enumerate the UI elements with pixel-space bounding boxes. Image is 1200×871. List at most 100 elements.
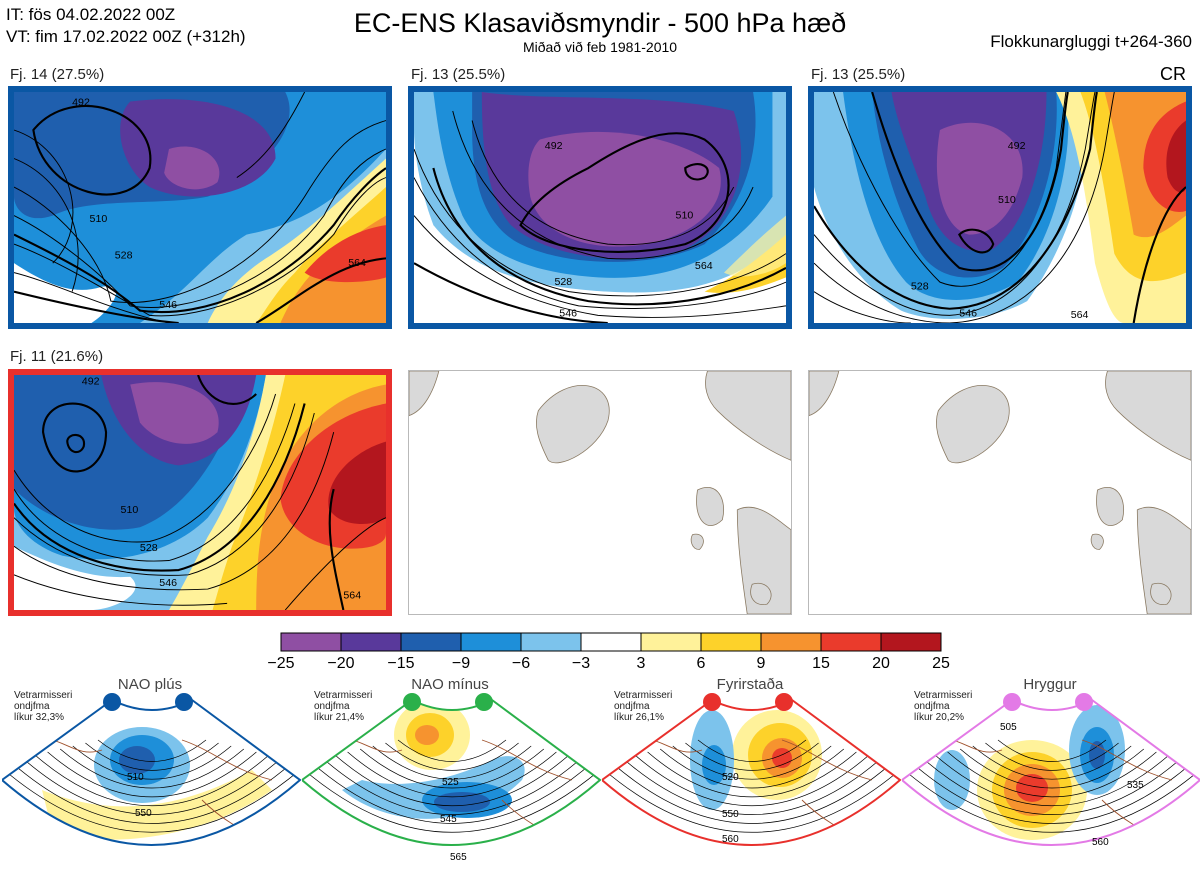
regime-marker (403, 693, 421, 711)
regime-contour-label: 550 (135, 808, 152, 819)
regime-probability: líkur 26,1% (614, 712, 665, 723)
regime-probability: líkur 20,2% (914, 712, 965, 723)
colorbar-label: −6 (511, 655, 531, 672)
colorbar-label: 15 (812, 655, 830, 672)
cluster-map-3: 492 510 528 546 564 (808, 86, 1192, 329)
regime-info: Vetrarmisseri ondjfma líkur 21,4% (314, 690, 372, 723)
regime-probability: líkur 32,3% (14, 712, 65, 723)
contour-label: 510 (676, 210, 694, 222)
contour-label: 528 (554, 276, 572, 288)
regime-name: NAO plús (117, 676, 183, 693)
colorbar-label: 6 (696, 655, 706, 672)
contour-label: 564 (348, 257, 366, 269)
regime-contour-label: 560 (1092, 837, 1109, 848)
regime-contour-label: 565 (450, 852, 467, 863)
regime-probability: líkur 21,4% (314, 712, 365, 723)
colorbar-label: 25 (932, 655, 950, 672)
colorbar-cell (340, 632, 402, 652)
regime-info: Vetrarmisseri ondjfma líkur 20,2% (914, 690, 972, 723)
classification-window: Flokkunargluggi t+264-360 (990, 32, 1192, 51)
header-info: IT: fös 04.02.2022 00Z VT: fim 17.02.202… (6, 4, 246, 48)
regime-sector-1: 510 550 (2, 680, 302, 870)
colorbar-label: 3 (636, 655, 646, 672)
regime-sector-2: 525 545 565 (302, 680, 602, 870)
contour-label: 564 (1071, 309, 1089, 321)
regime-sector-svg: 520 550 560 (602, 693, 902, 846)
contour-label: 492 (72, 96, 90, 108)
contour-label: 510 (121, 504, 139, 516)
colorbar-cell (580, 632, 642, 652)
cluster-map-1-svg: 492 510 528 546 564 (14, 92, 386, 323)
contour-label: 492 (545, 140, 563, 152)
contour-label: 528 (140, 542, 158, 554)
colorbar-cell (880, 632, 942, 652)
regime-season: Vetrarmisseri (14, 690, 73, 701)
contour-label: 546 (959, 307, 977, 319)
regime-name: Hryggur (1023, 676, 1077, 693)
corner-code: CR (1160, 64, 1186, 84)
contour-label: 528 (115, 249, 133, 261)
init-time: IT: fös 04.02.2022 00Z (6, 5, 176, 24)
colorbar-label: −3 (571, 655, 591, 672)
contour-label: 546 (159, 577, 177, 589)
colorbar-label: −9 (451, 655, 471, 672)
regime-sector-4: 505 535 560 (902, 680, 1200, 870)
page-subtitle: Miðað við feb 1981-2010 (522, 39, 678, 55)
colorbar-svg (280, 632, 942, 652)
cluster-map-3-svg: 492 510 528 546 564 (814, 92, 1186, 323)
regime-info: Vetrarmisseri ondjfma líkur 26,1% (614, 690, 672, 723)
cluster-map-2: 492 510 528 546 564 (408, 86, 792, 329)
regime-contour-label: 510 (127, 772, 144, 783)
contour-label: 492 (82, 376, 100, 388)
contour-label: 546 (159, 299, 177, 311)
colorbar-label: −15 (387, 655, 415, 672)
panel-3-label: Fj. 13 (25.5%) (811, 66, 906, 83)
panel-4-label: Fj. 11 (21.6%) (10, 348, 104, 365)
colorbar-cell (460, 632, 522, 652)
regime-contour-label: 560 (722, 834, 739, 845)
regime-sector-svg: 505 535 560 (902, 693, 1200, 848)
regime-sector-3: 520 550 560 (602, 680, 902, 870)
regime-type: ondjfma (914, 701, 950, 712)
contour-label: 528 (911, 281, 929, 293)
contour-label: 546 (559, 307, 577, 319)
regime-marker (775, 693, 793, 711)
colorbar (280, 632, 942, 652)
colorbar-label: −20 (327, 655, 355, 672)
regime-type: ondjfma (314, 701, 350, 712)
regime-contour-label: 520 (722, 772, 739, 783)
regime-season: Vetrarmisseri (914, 690, 973, 701)
regime-marker (175, 693, 193, 711)
regime-sector-svg: 525 545 565 (302, 693, 602, 863)
colorbar-cell (400, 632, 462, 652)
empty-map-5-svg (409, 371, 791, 614)
regime-contour-label: 505 (1000, 722, 1017, 733)
contour-label: 492 (1008, 140, 1026, 152)
regime-season: Vetrarmisseri (314, 690, 373, 701)
regime-marker (1003, 693, 1021, 711)
regime-contour-label: 535 (1127, 780, 1144, 791)
panel-1-label: Fj. 14 (27.5%) (10, 66, 105, 83)
colorbar-label: 9 (756, 655, 766, 672)
regime-contour-label: 525 (442, 777, 459, 788)
regime-marker (1075, 693, 1093, 711)
regime-season: Vetrarmisseri (614, 690, 673, 701)
empty-map-5 (408, 370, 792, 615)
cluster-map-4-svg: 492 510 528 546 564 (14, 375, 386, 610)
regime-name: NAO mínus (411, 676, 489, 693)
colorbar-label: 20 (872, 655, 890, 672)
contour-label: 564 (695, 260, 713, 272)
colorbar-cell (760, 632, 822, 652)
cluster-map-2-svg: 492 510 528 546 564 (414, 92, 786, 323)
regime-type: ondjfma (614, 701, 650, 712)
page-title: EC-ENS Klasaviðsmyndir - 500 hPa hæð (353, 8, 847, 38)
contour-label: 510 (90, 213, 108, 225)
colorbar-cell (640, 632, 702, 652)
empty-map-6-svg (809, 371, 1191, 614)
regime-marker (475, 693, 493, 711)
regime-marker (103, 693, 121, 711)
regime-type: ondjfma (14, 701, 50, 712)
regime-contour-label: 550 (722, 809, 739, 820)
colorbar-cell (700, 632, 762, 652)
regime-contour-label: 545 (440, 814, 457, 825)
